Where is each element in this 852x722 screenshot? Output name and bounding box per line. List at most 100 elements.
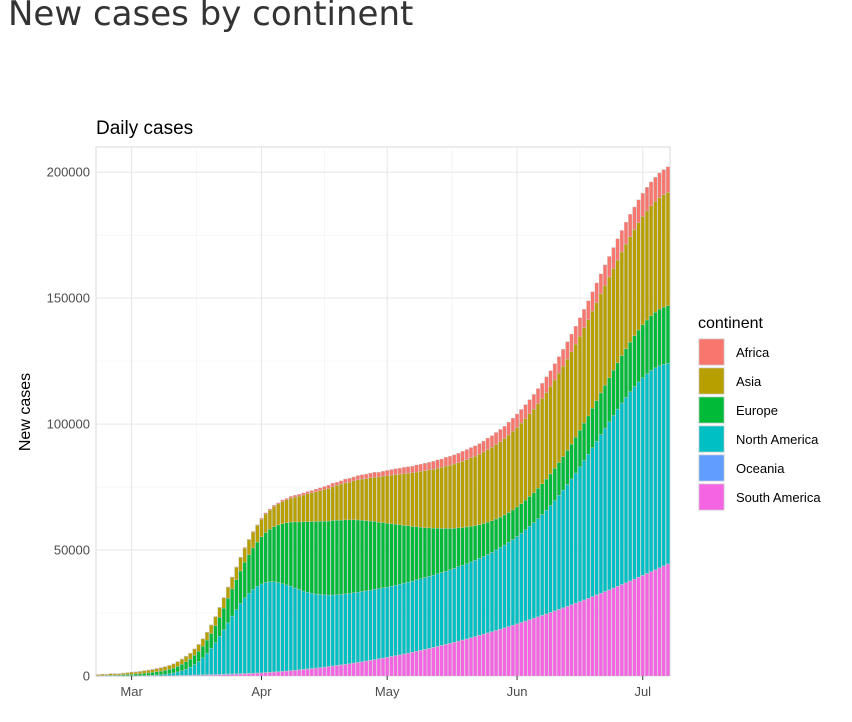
bar-segment-south-america (406, 652, 411, 677)
bar-segment-south-america (259, 672, 264, 677)
bar-segment-north-america (489, 552, 494, 632)
bar-segment-europe (288, 521, 293, 587)
bar-segment-europe (238, 570, 243, 604)
bar-segment-south-america (489, 631, 494, 677)
bar-segment-asia (355, 479, 360, 521)
bar-segment-north-america (280, 583, 285, 672)
bar-segment-south-america (510, 625, 515, 677)
bar-segment-europe (590, 408, 595, 448)
bar-segment-europe (439, 528, 444, 573)
bar-segment-north-america (473, 560, 478, 637)
bar-segment-africa (619, 230, 624, 253)
bar-segment-europe (330, 520, 335, 596)
bar-segment-africa (632, 206, 637, 230)
bar-segment-africa (628, 214, 633, 237)
bar-segment-asia (414, 471, 419, 527)
bar-segment-south-america (435, 646, 440, 677)
bar-segment-europe (628, 341, 633, 393)
bar-segment-north-america (246, 593, 251, 674)
bar-segment-asia (297, 495, 302, 523)
bar-segment-africa (510, 417, 515, 432)
bar-segment-europe (284, 522, 289, 586)
bar-segment-europe (355, 519, 360, 593)
bar-segment-africa (368, 472, 373, 478)
legend-swatch-oceania (698, 454, 725, 482)
bar-segment-europe (364, 520, 369, 592)
bar-segment-north-america (242, 597, 247, 674)
bar-segment-north-america (305, 591, 310, 670)
bar-segment-south-america (469, 637, 473, 677)
bar-segment-europe (443, 528, 448, 572)
bar-segment-europe (489, 520, 494, 553)
bar-segment-north-america (640, 377, 645, 576)
x-tick-label: Apr (251, 684, 272, 699)
bar-segment-europe (339, 519, 344, 595)
bar-segment-asia (502, 438, 507, 516)
bar-segment-south-america (598, 593, 603, 677)
bar-segment-asia (192, 648, 197, 656)
bar-segment-south-america (586, 598, 591, 677)
bar-segment-north-america (556, 495, 561, 610)
bar-segment-south-america (234, 674, 239, 677)
bar-segment-africa (372, 471, 377, 478)
bar-segment-north-america (360, 591, 365, 662)
bar-segment-africa (301, 492, 306, 496)
bar-segment-europe (163, 670, 168, 675)
bar-segment-north-america (330, 594, 335, 667)
bar-segment-north-america (506, 542, 511, 627)
bar-segment-asia (485, 449, 490, 523)
bar-segment-south-america (389, 656, 394, 677)
bar-segment-north-america (313, 593, 318, 669)
bar-segment-asia (406, 472, 411, 526)
legend-swatch-africa (698, 338, 725, 366)
bar-segment-south-america (431, 647, 436, 677)
bar-segment-south-america (661, 565, 666, 677)
bar-segment-north-america (536, 518, 540, 617)
legend-label: North America (736, 432, 819, 447)
bar-segment-north-america (607, 421, 612, 590)
bar-segment-south-america (498, 628, 503, 677)
bar-segment-north-america (665, 363, 670, 565)
bar-segment-africa (582, 309, 587, 329)
y-axis-ticks: 0 50000 100000 150000 200000 (47, 165, 90, 684)
bar-segment-south-america (624, 582, 628, 677)
bar-segment-south-america (230, 674, 235, 677)
bar-segment-north-america (502, 544, 507, 628)
bar-segment-africa (313, 488, 318, 493)
bar-segment-asia (280, 501, 285, 524)
bar-segment-south-america (536, 616, 540, 677)
bar-segment-asia (628, 236, 633, 343)
bar-segment-europe (146, 672, 151, 676)
bar-segment-asia (389, 475, 394, 524)
bar-segment-north-america (171, 672, 176, 676)
bar-segment-south-america (381, 657, 385, 677)
bar-segment-north-america (213, 642, 218, 675)
bar-segment-north-america (456, 566, 461, 642)
bar-segment-south-america (276, 671, 281, 677)
bar-segment-africa (401, 467, 406, 474)
bar-segment-asia (661, 194, 666, 308)
bar-segment-europe (301, 521, 306, 592)
bar-segment-north-america (615, 408, 620, 587)
bar-segment-south-america (418, 650, 423, 677)
bar-segment-africa (536, 388, 540, 404)
bar-segment-south-america (347, 663, 352, 677)
bar-segment-asia (519, 422, 524, 504)
bar-segment-africa (427, 462, 432, 470)
bar-segment-north-america (422, 577, 427, 650)
bar-segment-africa (263, 512, 268, 515)
bar-segment-north-america (586, 454, 591, 599)
bar-segment-africa (288, 496, 293, 499)
bar-segment-north-america (205, 653, 210, 675)
bar-segment-asia (267, 509, 272, 530)
bar-segment-asia (653, 201, 658, 313)
bar-segment-north-america (284, 584, 289, 672)
bar-segment-south-america (330, 665, 335, 677)
bar-segment-asia (452, 463, 457, 529)
bar-segment-europe (406, 525, 411, 583)
bar-segment-north-america (661, 364, 666, 566)
bar-segment-south-america (582, 599, 587, 677)
bar-segment-south-america (372, 659, 377, 677)
bar-segment-europe (368, 520, 373, 591)
bar-segment-asia (548, 386, 553, 475)
